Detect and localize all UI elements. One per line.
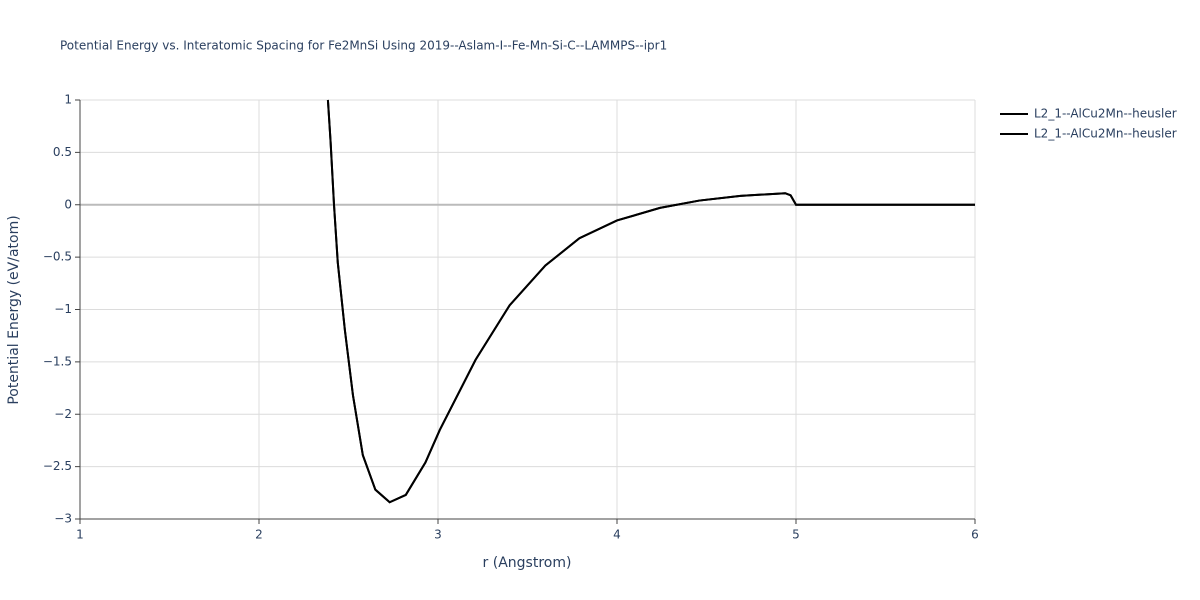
x-tick-label: 4 (613, 528, 621, 542)
y-tick-label: 0 (64, 197, 72, 211)
x-axis-label: r (Angstrom) (483, 555, 572, 571)
data-line (326, 99, 975, 504)
x-tick-label: 2 (255, 528, 263, 542)
y-tick-label: −0.5 (43, 250, 72, 264)
legend-label: L2_1--AlCu2Mn--heusler (1034, 107, 1177, 121)
y-tick-label: −2 (54, 407, 72, 421)
y-tick-label: −2.5 (43, 459, 72, 473)
x-tick-label: 1 (76, 528, 84, 542)
y-tick-label: −1 (54, 302, 72, 316)
x-tick-label: 6 (971, 528, 979, 542)
y-tick-label: −3 (54, 512, 72, 526)
y-tick-label: 1 (64, 93, 72, 107)
y-tick-label: −1.5 (43, 354, 72, 368)
legend-label: L2_1--AlCu2Mn--heusler (1034, 127, 1177, 141)
y-tick-label: 0.5 (53, 145, 72, 159)
y-axis-label: Potential Energy (eV/atom) (6, 215, 22, 404)
x-tick-label: 5 (792, 528, 800, 542)
data-line (326, 99, 975, 504)
x-tick-label: 3 (434, 528, 442, 542)
chart-title: Potential Energy vs. Interatomic Spacing… (60, 39, 667, 53)
